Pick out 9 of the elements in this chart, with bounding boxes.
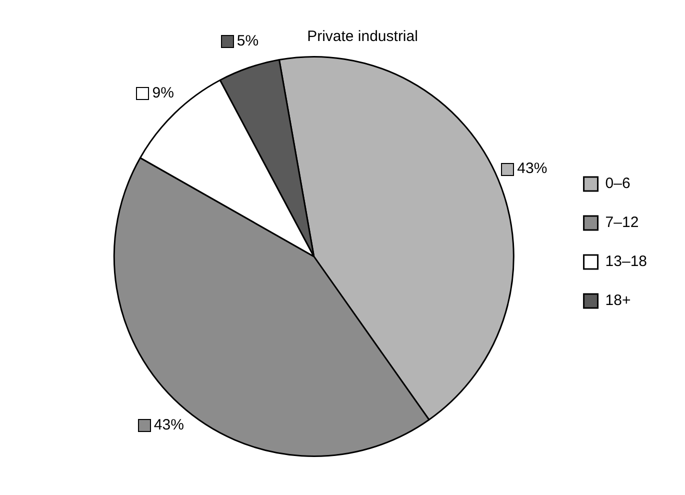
data-label: 43% — [517, 160, 548, 178]
legend-label: 7–12 — [605, 214, 639, 232]
data-label: 9% — [152, 84, 174, 102]
legend-label: 18+ — [605, 292, 631, 310]
data-label: 43% — [154, 416, 184, 434]
data-label: 5% — [236, 32, 259, 50]
legend-label: 13–18 — [605, 253, 648, 270]
chart-title: Private industrial — [307, 28, 418, 46]
legend-label: 0–6 — [605, 175, 630, 192]
